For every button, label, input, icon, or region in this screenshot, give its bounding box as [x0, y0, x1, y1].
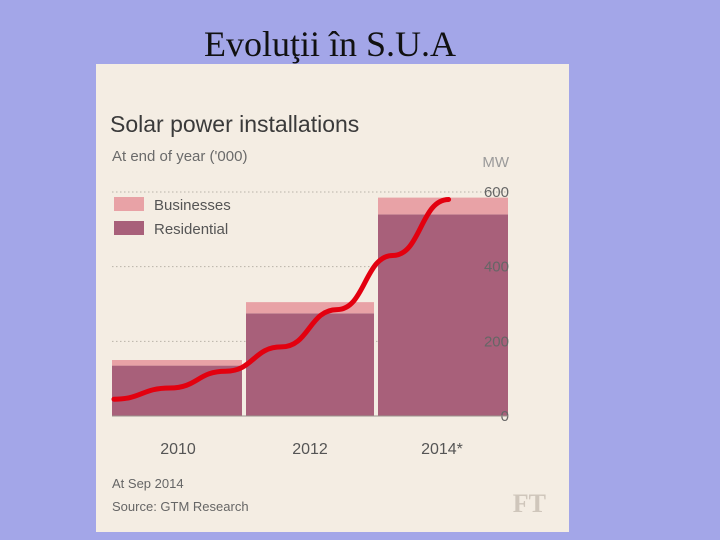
footnote: At Sep 2014 [112, 476, 184, 491]
legend: Businesses Residential [114, 197, 231, 238]
ft-logo: FT [513, 489, 546, 518]
legend-swatch-businesses [114, 197, 144, 211]
chart-subtitle: At end of year ('000) [112, 148, 247, 165]
bar-businesses-1 [246, 302, 374, 314]
x-tick-label-2: 2014* [421, 441, 463, 458]
y-tick-label-1: 200 [484, 333, 509, 350]
trend-curve [111, 196, 452, 402]
chart-panel: Solar power installations At end of year… [96, 64, 569, 532]
chart-svg: Solar power installations At end of year… [110, 111, 546, 518]
chart-title: Solar power installations [110, 111, 359, 137]
y-tick-label-2: 400 [484, 259, 509, 276]
bar-businesses-2 [378, 197, 508, 215]
legend-label-businesses: Businesses [154, 197, 231, 214]
x-axis: 2010 2012 2014* [160, 441, 463, 458]
bar-businesses-0 [112, 360, 242, 366]
x-tick-label-0: 2010 [160, 441, 196, 458]
legend-label-residential: Residential [154, 221, 228, 238]
legend-swatch-residential [114, 221, 144, 235]
bar-residential-2 [378, 214, 508, 416]
y-tick-label-3: 600 [484, 184, 509, 201]
source-note: Source: GTM Research [112, 499, 249, 514]
x-tick-label-1: 2012 [292, 441, 328, 458]
trend-layer [111, 196, 452, 402]
unit-label: MW [482, 154, 509, 171]
slide-title: Evoluţii în S.U.A [203, 24, 457, 64]
bar-residential-0 [112, 365, 242, 416]
